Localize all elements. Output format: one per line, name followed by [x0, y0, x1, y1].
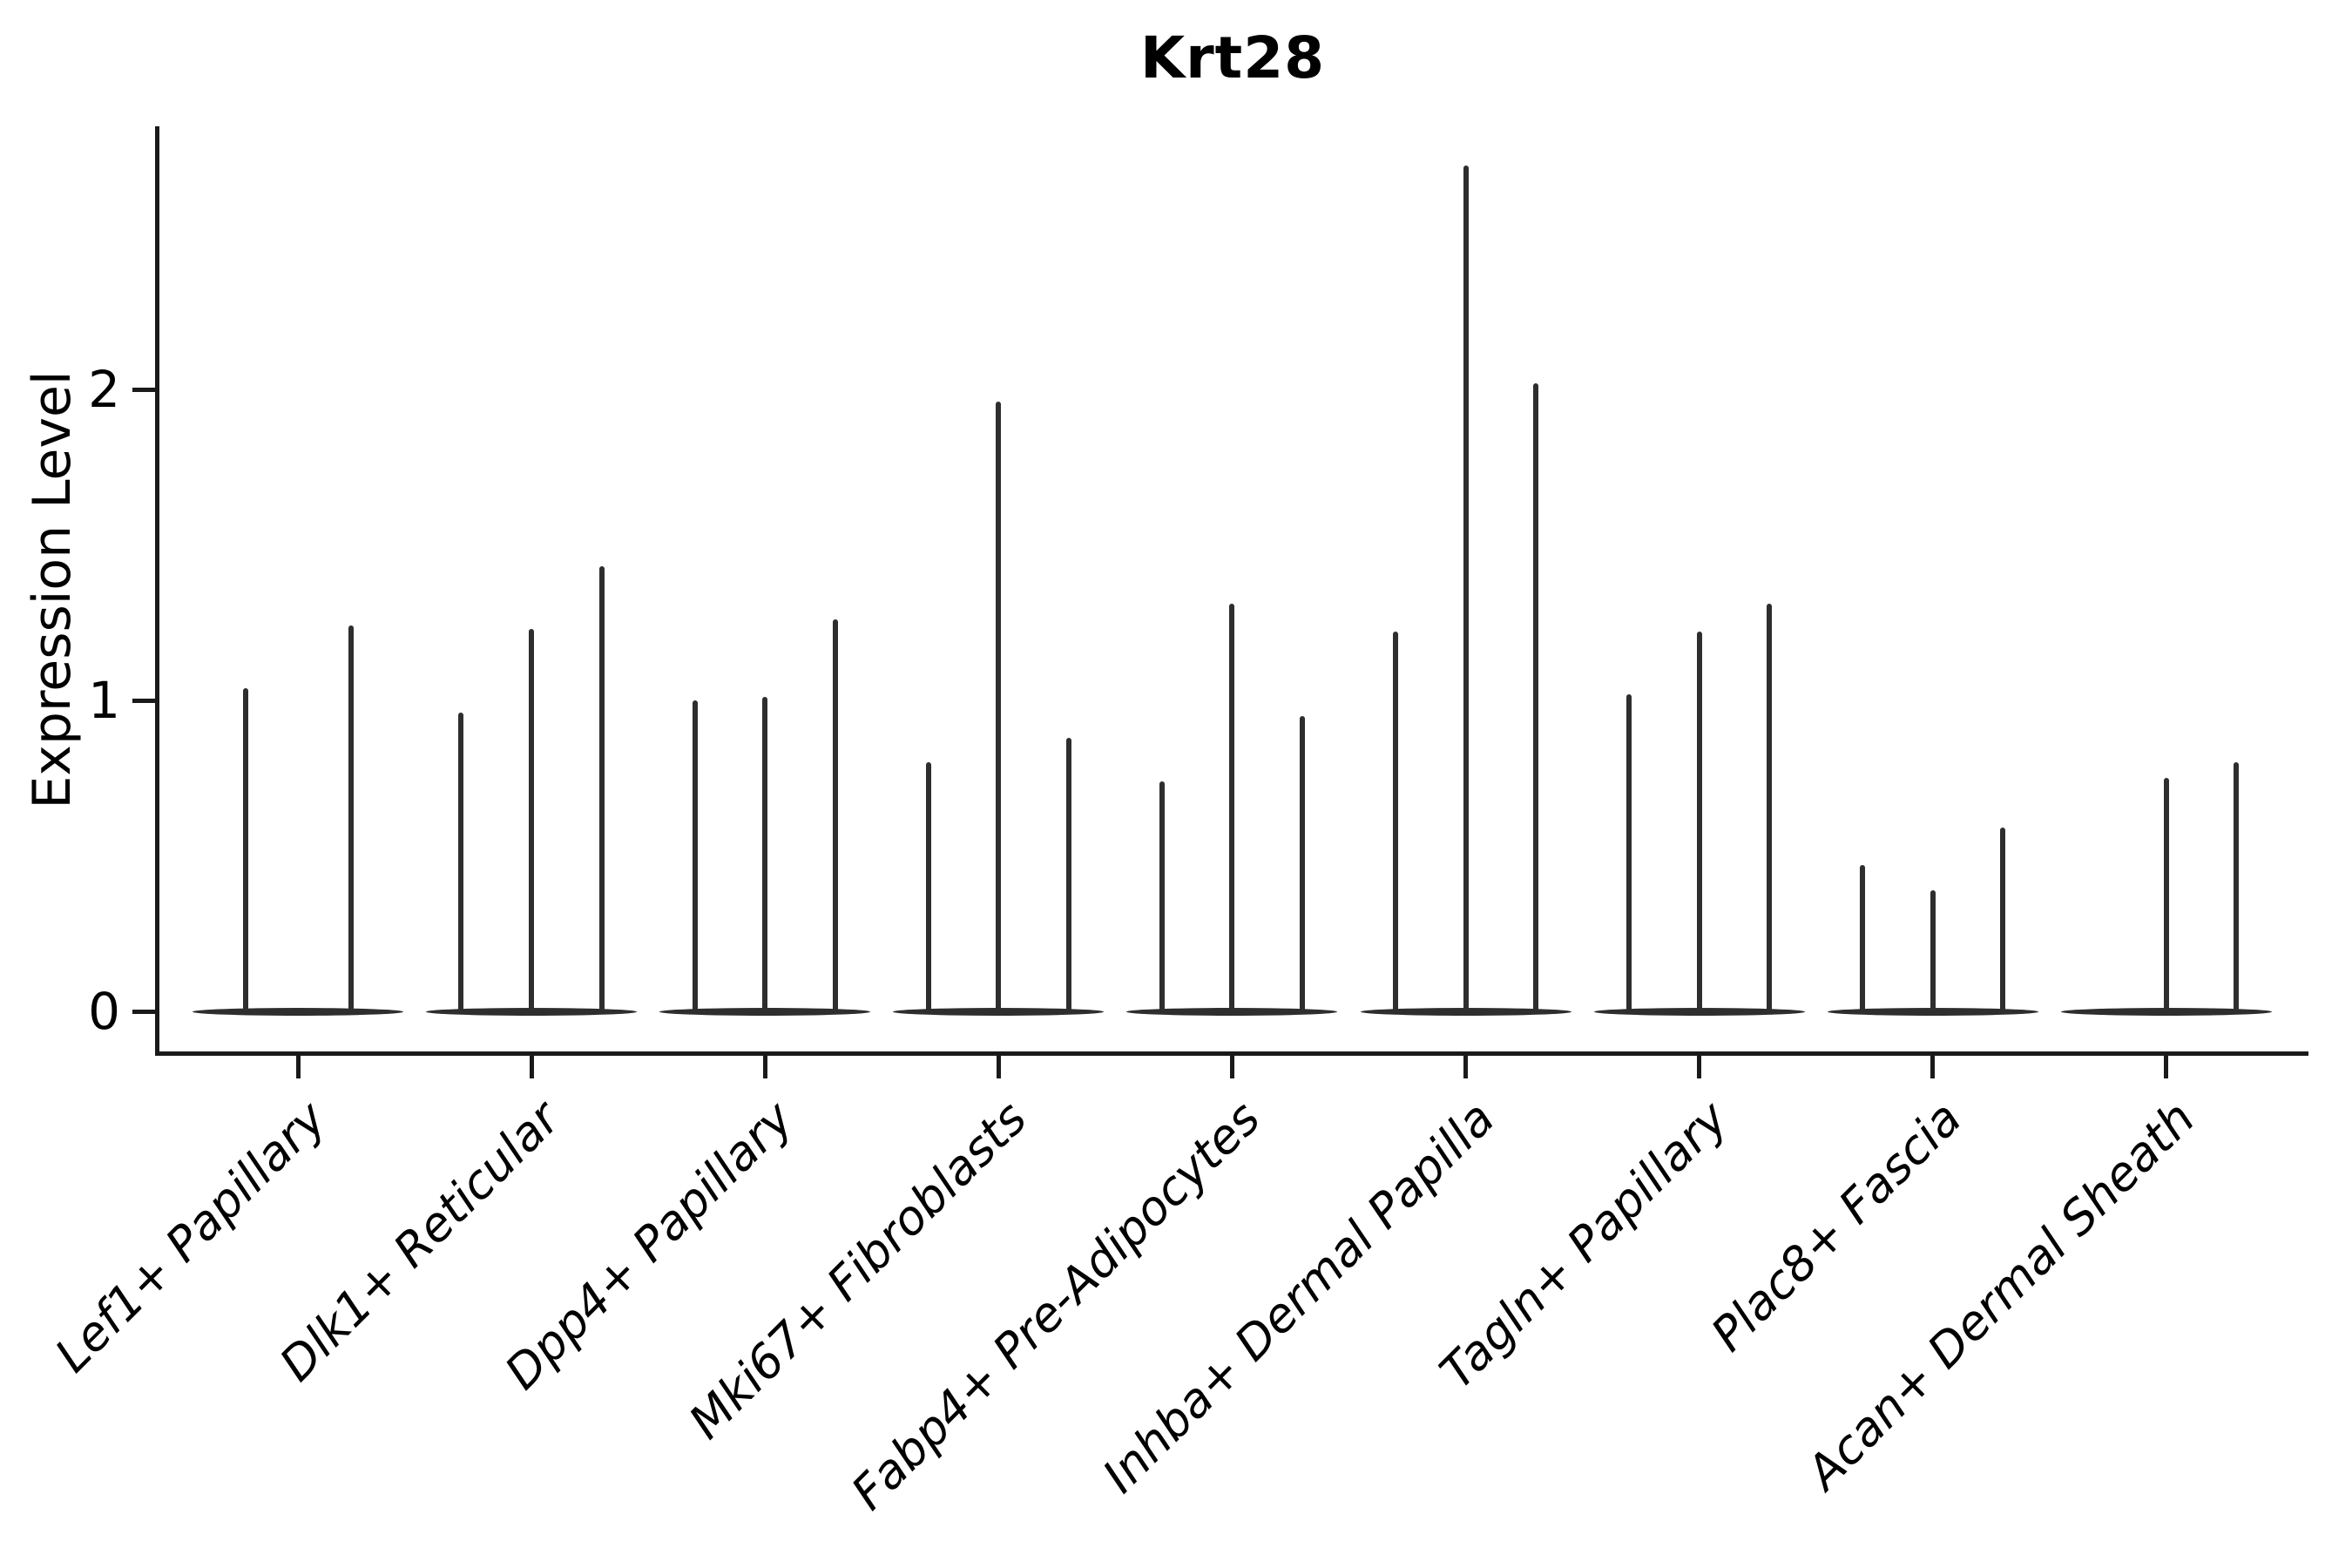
x-axis-spine: [154, 1051, 2308, 1056]
violin-spike: [2234, 762, 2240, 1011]
x-tick: [295, 1055, 301, 1078]
violin-spike: [598, 566, 605, 1011]
violin-spike: [1625, 693, 1632, 1011]
x-tick-label: Fabp4+ Pre-Adipocytes: [841, 1091, 1271, 1521]
x-tick-label: Dlk1+ Reticular: [269, 1091, 571, 1392]
y-axis-spine: [154, 126, 159, 1056]
violin-spike: [1159, 781, 1165, 1011]
violin-spike: [2163, 778, 2169, 1011]
x-tick-label: Tagln+ Papillary: [1429, 1091, 1739, 1400]
violin-spike: [925, 762, 931, 1011]
x-tick: [1463, 1055, 1468, 1078]
y-tick-label: 0: [88, 982, 120, 1041]
violin-spike: [242, 687, 248, 1011]
x-tick: [1930, 1055, 1936, 1078]
y-tick-label: 1: [88, 671, 120, 730]
violin-zero-body: [426, 1007, 638, 1016]
x-tick: [2164, 1055, 2169, 1078]
y-tick-label: 2: [88, 360, 120, 419]
violin-zero-body: [659, 1007, 871, 1016]
x-tick: [762, 1055, 767, 1078]
y-axis-label: Expression Level: [22, 370, 83, 809]
violin-spike: [458, 713, 464, 1011]
x-tick-label: Inhba+ Dermal Papilla: [1092, 1091, 1505, 1504]
violin-spike: [1860, 865, 1866, 1011]
violin-spike: [762, 697, 768, 1011]
violin-zero-body: [1593, 1007, 1805, 1016]
violin-spike: [1229, 604, 1235, 1011]
violin-spike: [529, 628, 535, 1011]
violin-zero-body: [1360, 1007, 1571, 1016]
x-tick-label: Acan+ Dermal Sheath: [1795, 1091, 2206, 1500]
violin-spike: [2000, 828, 2006, 1011]
x-tick-label: Plac8+ Fascia: [1700, 1091, 1972, 1362]
violin-spike: [1533, 382, 1539, 1011]
x-tick: [1697, 1055, 1702, 1078]
violin-spike: [692, 700, 698, 1011]
violin-spike: [996, 402, 1002, 1011]
violin-spike: [832, 619, 838, 1011]
violin-spike: [1392, 632, 1398, 1011]
y-tick: [132, 698, 155, 703]
x-tick: [529, 1055, 534, 1078]
violin-spike: [1767, 604, 1773, 1011]
violin-spike: [1300, 715, 1306, 1011]
chart-title: Krt28: [1139, 24, 1326, 91]
violin-zero-body: [893, 1007, 1105, 1016]
violin-zero-body: [2060, 1007, 2272, 1016]
x-tick: [1229, 1055, 1234, 1078]
y-tick: [132, 1009, 155, 1014]
violin-zero-body: [1126, 1007, 1338, 1016]
violin-spike: [348, 625, 354, 1011]
violin-zero-body: [193, 1007, 403, 1016]
violin-spike: [1930, 889, 1936, 1011]
violin-zero-body: [1827, 1007, 2038, 1016]
x-tick-label: Dpp4+ Papillary: [494, 1091, 804, 1401]
x-tick: [996, 1055, 1001, 1078]
violin-spike: [1696, 632, 1702, 1011]
y-tick: [132, 387, 155, 392]
violin-spike: [1463, 165, 1469, 1011]
violin-spike: [1065, 737, 1071, 1011]
x-tick-label: Mki67+ Fibroblasts: [679, 1091, 1037, 1450]
